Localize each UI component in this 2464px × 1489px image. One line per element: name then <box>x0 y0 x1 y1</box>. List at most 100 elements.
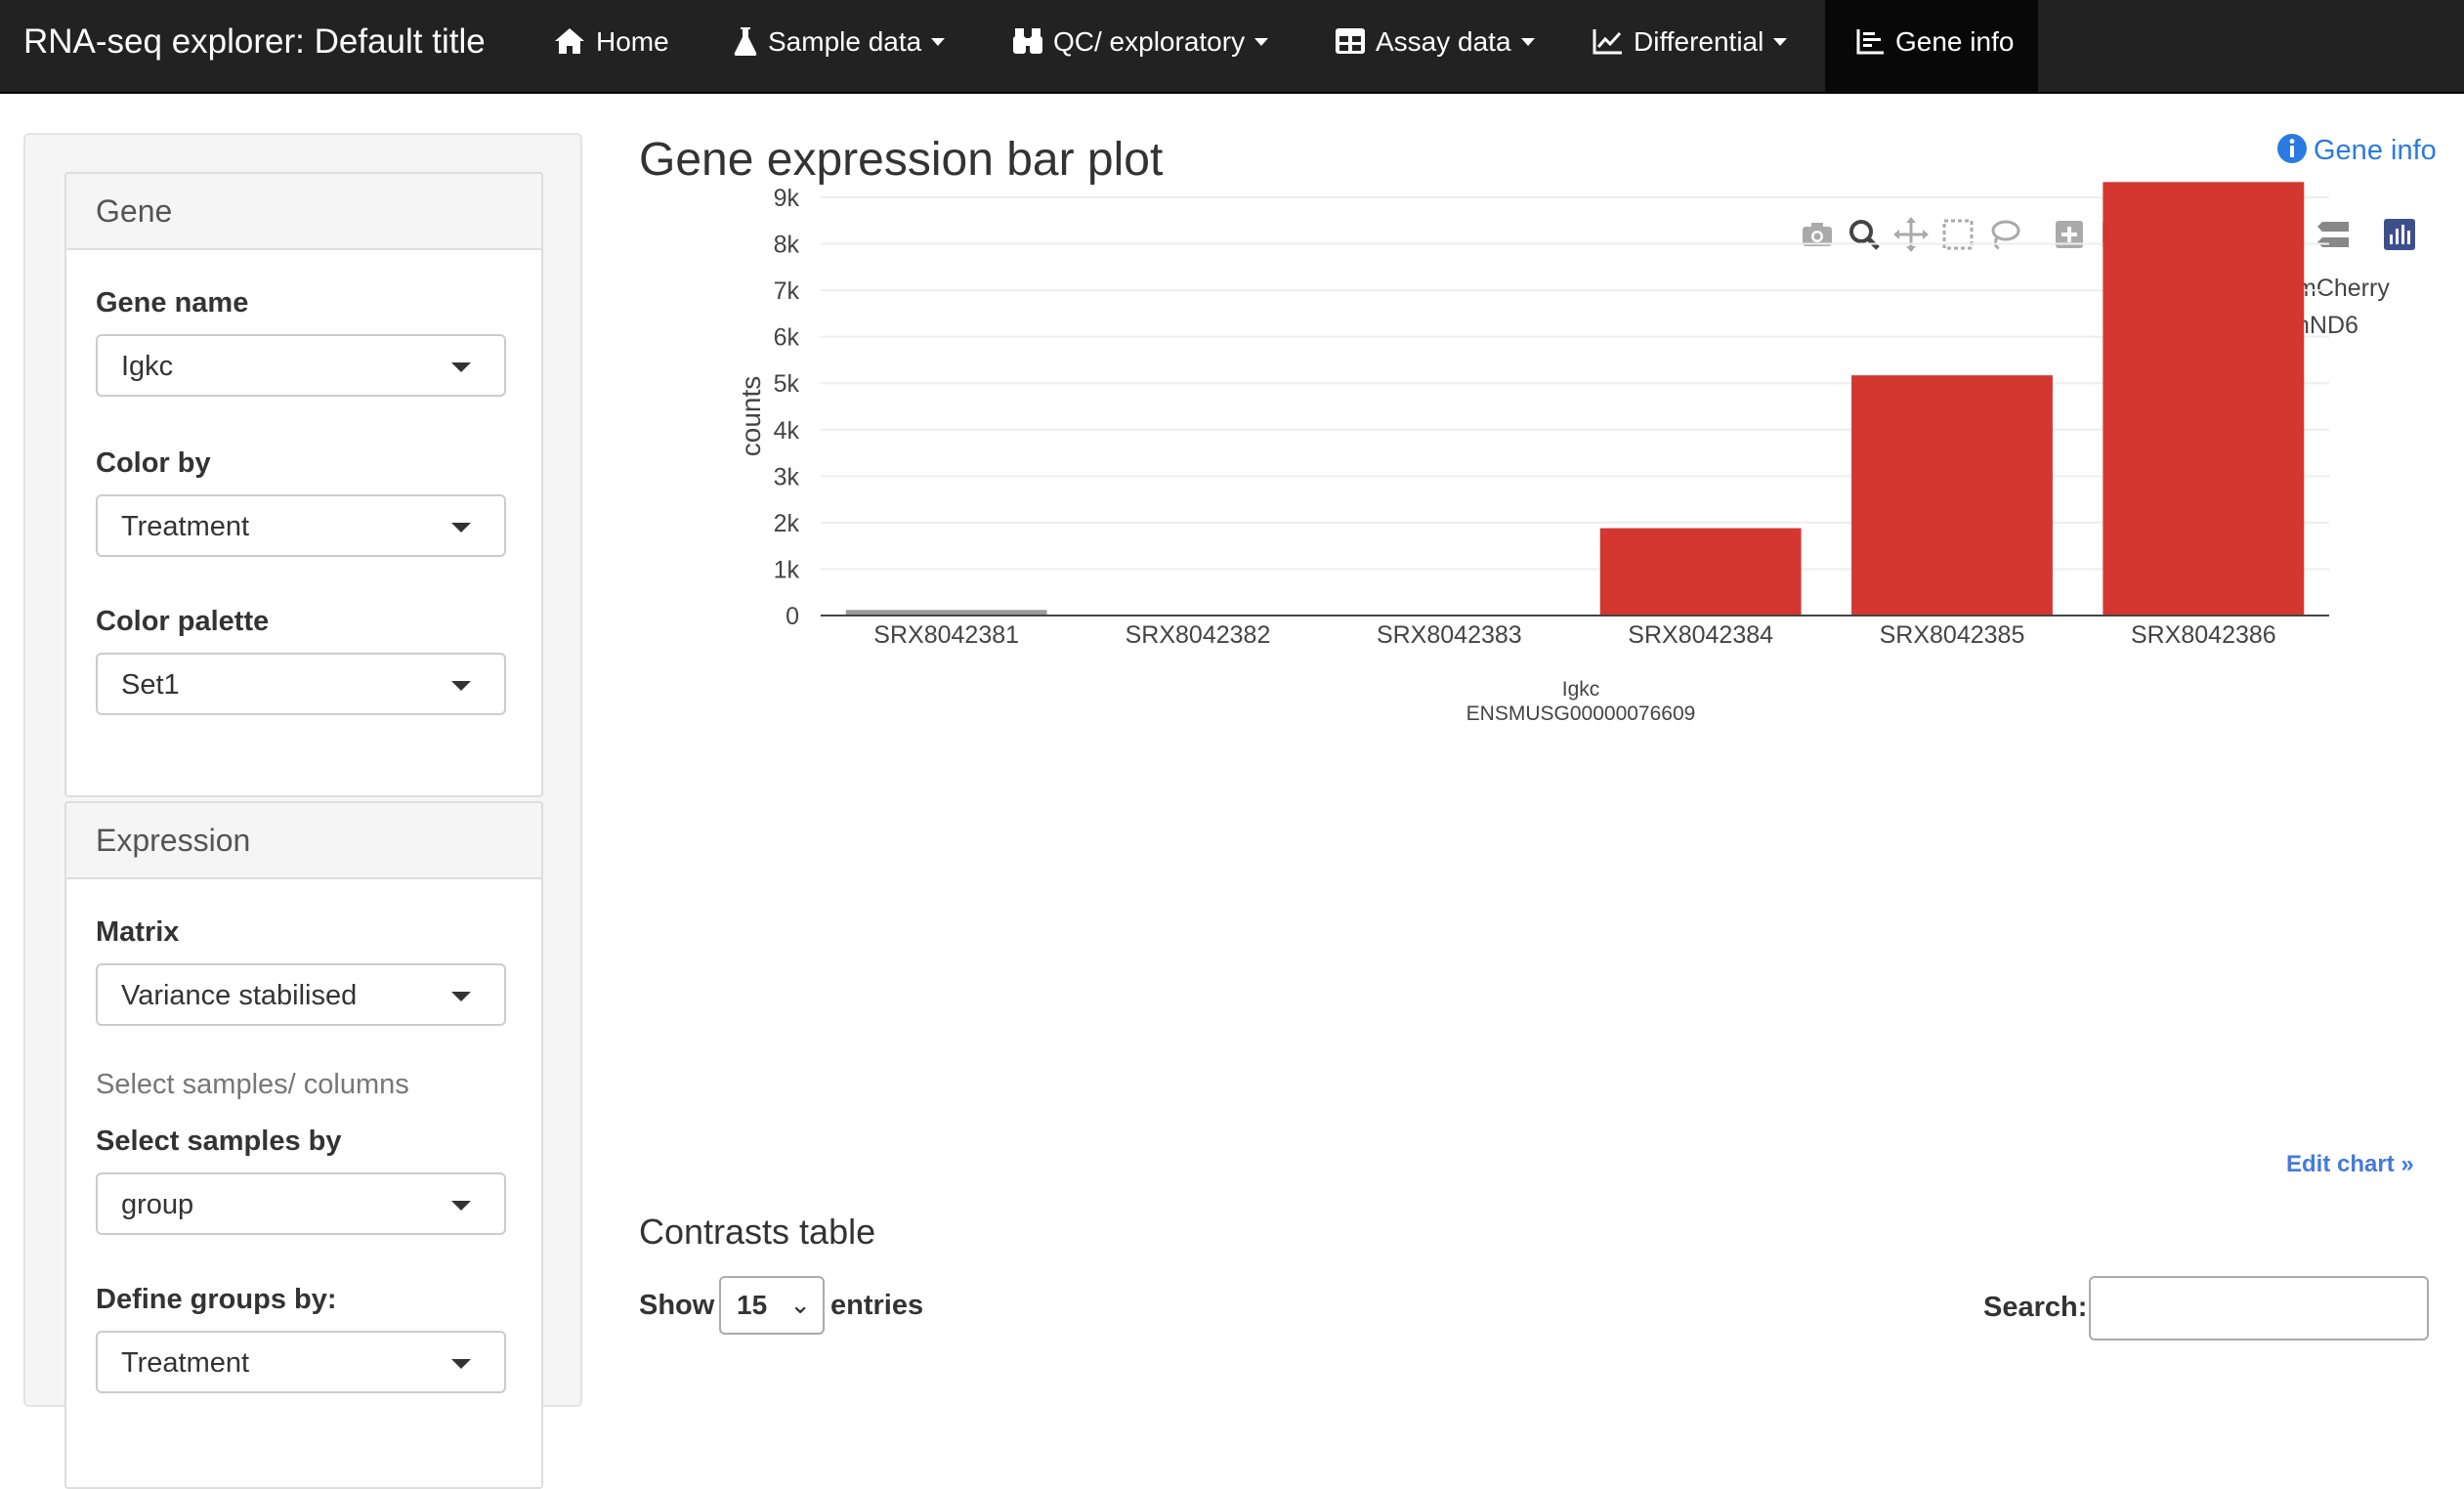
select-samples-by-label: Select samples by <box>96 1126 342 1157</box>
nav-differential-label: Differential <box>1634 26 1764 57</box>
color-by-value: Treatment <box>121 511 250 542</box>
x-axis-subtitle: ENSMUSG00000076609 <box>1466 702 1696 725</box>
navbar: RNA-seq explorer: Default title Home Sam… <box>0 0 2464 94</box>
legend-label[interactable]: mCherry <box>2296 275 2390 302</box>
gene-panel-heading: Gene <box>66 174 541 250</box>
sidebar: Gene Gene name Igkc Color by Treatment C… <box>23 133 582 1489</box>
color-by-label: Color by <box>96 447 211 479</box>
x-axis-title: Igkc <box>1562 678 1600 701</box>
y-tick-label: 6k <box>774 324 800 352</box>
bar-SRX8042386[interactable] <box>2103 182 2305 616</box>
chevron-down-icon <box>1254 37 1269 46</box>
y-tick-label: 4k <box>774 417 800 445</box>
select-samples-by-value: group <box>121 1189 194 1220</box>
chevron-down-icon <box>1520 37 1535 46</box>
color-palette-label: Color palette <box>96 606 270 637</box>
nav-gene-info-label: Gene info <box>1895 26 2015 57</box>
edit-chart-link[interactable]: Edit chart » <box>2286 1151 2414 1177</box>
hover-compare-icon[interactable] <box>2312 213 2355 256</box>
box-select-icon[interactable] <box>1936 213 1979 256</box>
nav-differential[interactable]: Differential <box>1593 0 1788 92</box>
color-palette-value: Set1 <box>121 669 180 701</box>
y-tick-label: 2k <box>774 510 800 537</box>
define-groups-select[interactable]: Treatment <box>96 1331 506 1393</box>
matrix-select[interactable]: Variance stabilised <box>96 963 506 1026</box>
matrix-value: Variance stabilised <box>121 980 358 1011</box>
nav-home-label: Home <box>596 26 669 57</box>
gene-name-label: Gene name <box>96 287 249 319</box>
y-tick-label: 7k <box>774 277 800 305</box>
y-tick-label: 9k <box>774 185 800 212</box>
x-tick-label: SRX8042385 <box>1880 621 2025 649</box>
caret-down-icon <box>451 523 471 532</box>
search-label: Search: <box>1983 1292 2088 1323</box>
axes: 0 1k 2k 3k 4k 5k 6k 7k 8k 9k SRX8042381 SRX8042382 S… <box>736 185 2329 725</box>
chevron-down-icon <box>931 37 946 46</box>
select-samples-note: Select samples/ columns <box>96 1069 409 1100</box>
x-tick-label: SRX8042386 <box>2131 621 2276 649</box>
plotly-logo-icon[interactable] <box>2378 213 2421 256</box>
legend-label[interactable]: hND6 <box>2296 312 2358 339</box>
nav-qc-exploratory[interactable]: QC/ exploratory <box>1012 0 1269 92</box>
gene-panel: Gene Gene name Igkc Color by Treatment C… <box>64 172 543 797</box>
info-circle-icon <box>2277 134 2307 164</box>
caret-down-icon <box>451 1359 471 1369</box>
camera-icon[interactable] <box>1796 213 1839 256</box>
home-icon <box>555 27 584 54</box>
expression-panel: Expression Matrix Variance stabilised Se… <box>64 801 543 1489</box>
y-axis-title: counts <box>736 376 766 457</box>
gene-info-link-label: Gene info <box>2314 135 2437 166</box>
entries-length-select[interactable]: 15 ⌄ <box>719 1276 825 1335</box>
y-tick-label: 5k <box>774 370 800 398</box>
select-samples-by-select[interactable]: group <box>96 1172 506 1235</box>
nav-home[interactable]: Home <box>553 0 669 92</box>
page-title: Gene expression bar plot <box>639 134 1164 186</box>
app-brand[interactable]: RNA-seq explorer: Default title <box>23 22 486 61</box>
pan-icon[interactable] <box>1890 213 1933 256</box>
caret-down-icon <box>451 1201 471 1211</box>
caret-down-icon <box>451 362 471 372</box>
flask-icon <box>734 26 757 56</box>
x-tick-label: SRX8042384 <box>1628 621 1773 649</box>
nav-assay-label: Assay data <box>1376 26 1511 57</box>
table-icon <box>1336 27 1365 54</box>
caret-down-icon <box>451 992 471 1001</box>
nav-sample-data[interactable]: Sample data <box>733 0 946 92</box>
gene-name-value: Igkc <box>121 351 174 382</box>
bar-chart[interactable]: mCherry hND6 0 1k 2k 3k 4k 5k 6k 7k 8k 9k SRX804238… <box>625 147 2462 1006</box>
entries-length-value: 15 <box>737 1290 768 1320</box>
define-groups-value: Treatment <box>121 1347 250 1379</box>
nav-sample-data-label: Sample data <box>768 26 922 57</box>
bars <box>845 182 2305 616</box>
gene-info-link[interactable]: Gene info <box>2276 134 2437 167</box>
y-tick-label: 3k <box>774 463 800 490</box>
zoom-in-icon[interactable] <box>2048 213 2091 256</box>
nav-gene-info[interactable]: Gene info <box>1825 0 2038 92</box>
y-tick-label: 1k <box>774 556 800 583</box>
matrix-label: Matrix <box>96 916 180 948</box>
bar-SRX8042381[interactable] <box>845 610 1047 616</box>
x-tick-label: SRX8042383 <box>1377 621 1522 649</box>
x-tick-label: SRX8042382 <box>1126 621 1271 649</box>
search-input[interactable] <box>2089 1276 2429 1340</box>
grid-lines <box>821 196 2329 571</box>
color-palette-select[interactable]: Set1 <box>96 653 506 715</box>
show-label: Show <box>639 1290 715 1321</box>
caret-down-icon <box>451 681 471 691</box>
line-chart-icon <box>1593 28 1622 55</box>
expression-panel-heading: Expression <box>66 803 541 879</box>
chevron-down-icon <box>1773 37 1788 46</box>
chevron-down-icon: ⌄ <box>789 1290 811 1319</box>
gene-name-select[interactable]: Igkc <box>96 334 506 397</box>
contrasts-table-title: Contrasts table <box>639 1212 876 1252</box>
y-tick-label: 8k <box>774 232 800 259</box>
x-tick-label: SRX8042381 <box>873 621 1019 649</box>
binoculars-icon <box>1013 27 1042 54</box>
entries-label: entries <box>830 1290 924 1321</box>
bar-SRX8042385[interactable] <box>1851 375 2053 616</box>
color-by-select[interactable]: Treatment <box>96 494 506 557</box>
define-groups-label: Define groups by: <box>96 1284 337 1315</box>
y-tick-label: 0 <box>786 603 799 630</box>
bar-SRX8042384[interactable] <box>1599 528 1802 616</box>
nav-assay-data[interactable]: Assay data <box>1335 0 1535 92</box>
